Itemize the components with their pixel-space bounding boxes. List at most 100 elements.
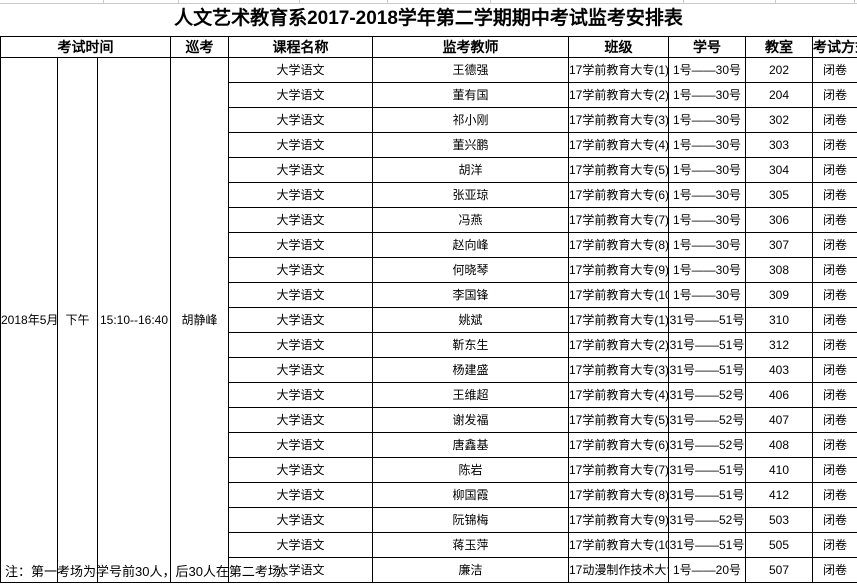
column-guide — [776, 0, 855, 3]
course-cell: 大学语文 — [228, 407, 373, 433]
course-cell: 大学语文 — [228, 257, 373, 283]
teacher-cell: 廉洁 — [372, 557, 569, 583]
room-cell: 204 — [745, 82, 813, 108]
student-id-cell: 1号——30号 — [668, 132, 746, 158]
exam-mode-cell: 闭卷 — [812, 332, 857, 358]
room-cell: 406 — [745, 382, 813, 408]
room-cell: 412 — [745, 482, 813, 508]
room-cell: 403 — [745, 357, 813, 383]
course-cell: 大学语文 — [228, 482, 373, 508]
teacher-cell: 董兴鹏 — [372, 132, 569, 158]
teacher-cell: 何晓琴 — [372, 257, 569, 283]
room-cell: 306 — [745, 207, 813, 233]
exam-mode-cell: 闭卷 — [812, 207, 857, 233]
exam-mode-cell: 闭卷 — [812, 407, 857, 433]
room-cell: 503 — [745, 507, 813, 533]
room-cell: 408 — [745, 432, 813, 458]
student-id-cell: 1号——30号 — [668, 232, 746, 258]
student-id-cell: 31号——51号 — [668, 307, 746, 333]
student-id-cell: 1号——20号 — [668, 557, 746, 583]
student-id-cell: 31号——51号 — [668, 332, 746, 358]
room-cell: 310 — [745, 307, 813, 333]
header-teacher: 监考教师 — [372, 36, 569, 58]
header-class: 班级 — [568, 36, 669, 58]
exam-mode-cell: 闭卷 — [812, 357, 857, 383]
exam-mode-cell: 闭卷 — [812, 457, 857, 483]
course-cell: 大学语文 — [228, 57, 373, 83]
class-cell: 17学前教育大专(9)班(三年制) — [568, 257, 669, 283]
class-cell: 17学前教育大专(8)班(三年制) — [568, 482, 669, 508]
student-id-cell: 31号——51号 — [668, 357, 746, 383]
student-id-cell: 1号——30号 — [668, 57, 746, 83]
course-cell: 大学语文 — [228, 82, 373, 108]
teacher-cell: 阮锦梅 — [372, 507, 569, 533]
table-row: 大学语文廉洁17动漫制作技术大专班1号——20号507闭卷20 — [1, 557, 857, 583]
exam-date-cell: 2018年5月7日 — [0, 57, 58, 583]
column-guide — [0, 0, 104, 3]
header-course: 课程名称 — [228, 36, 373, 58]
spreadsheet-column-guides — [0, 0, 857, 4]
room-cell: 308 — [745, 257, 813, 283]
course-cell: 大学语文 — [228, 357, 373, 383]
teacher-cell: 王德强 — [372, 57, 569, 83]
class-cell: 17学前教育大专(10)班(三年制) — [568, 532, 669, 558]
room-cell: 303 — [745, 132, 813, 158]
header-patrol: 巡考 — [170, 36, 229, 58]
exam-mode-cell: 闭卷 — [812, 157, 857, 183]
room-cell: 202 — [745, 57, 813, 83]
table-header-row: 考试时间 巡考 课程名称 监考教师 班级 学号 教室 考试方式 人数 — [0, 36, 857, 58]
column-guide — [684, 0, 776, 3]
class-cell: 17学前教育大专(1)班(三年制) — [568, 57, 669, 83]
column-guide — [491, 0, 684, 3]
course-cell: 大学语文 — [228, 382, 373, 408]
room-cell: 309 — [745, 282, 813, 308]
room-cell: 410 — [745, 457, 813, 483]
patrol-person-cell: 胡静峰 — [170, 57, 229, 583]
room-cell: 305 — [745, 182, 813, 208]
teacher-cell: 靳东生 — [372, 332, 569, 358]
exam-mode-cell: 闭卷 — [812, 482, 857, 508]
student-id-cell: 1号——30号 — [668, 157, 746, 183]
column-guide — [388, 0, 491, 3]
course-cell: 大学语文 — [228, 132, 373, 158]
room-cell: 507 — [745, 557, 813, 583]
class-cell: 17动漫制作技术大专班 — [568, 557, 669, 583]
exam-mode-cell: 闭卷 — [812, 382, 857, 408]
course-cell: 大学语文 — [228, 182, 373, 208]
class-cell: 17学前教育大专(4)班(三年制) — [568, 132, 669, 158]
room-cell: 307 — [745, 232, 813, 258]
student-id-cell: 1号——30号 — [668, 207, 746, 233]
course-cell: 大学语文 — [228, 532, 373, 558]
class-cell: 17学前教育大专(2)班(三年制) — [568, 332, 669, 358]
student-id-cell: 31号——51号 — [668, 532, 746, 558]
class-cell: 17学前教育大专(6)班(三年制) — [568, 182, 669, 208]
class-cell: 17学前教育大专(1)班(三年制) — [568, 307, 669, 333]
student-id-cell: 1号——30号 — [668, 82, 746, 108]
header-mode: 考试方式 — [812, 36, 857, 58]
exam-time-range-cell: 15:10--16:40 — [97, 57, 171, 583]
teacher-cell: 谢发福 — [372, 407, 569, 433]
room-cell: 505 — [745, 532, 813, 558]
footnote: 注：第一考场为学号前30人，后30人在第二考场。 — [5, 564, 294, 579]
header-student-id: 学号 — [668, 36, 746, 58]
column-guide — [300, 0, 388, 3]
header-room: 教室 — [745, 36, 813, 58]
teacher-cell: 王维超 — [372, 382, 569, 408]
room-cell: 304 — [745, 157, 813, 183]
class-cell: 17学前教育大专(3)班(三年制) — [568, 107, 669, 133]
course-cell: 大学语文 — [228, 107, 373, 133]
exam-mode-cell: 闭卷 — [812, 257, 857, 283]
exam-mode-cell: 闭卷 — [812, 432, 857, 458]
teacher-cell: 张亚琼 — [372, 182, 569, 208]
teacher-cell: 赵向峰 — [372, 232, 569, 258]
